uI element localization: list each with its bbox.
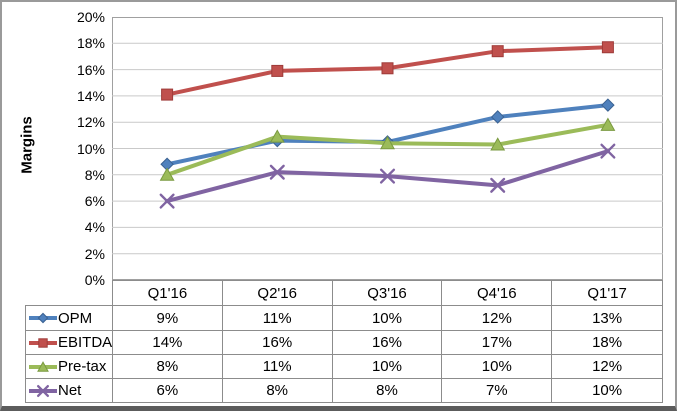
y-axis-tick-label: 20% bbox=[76, 9, 105, 25]
series-net bbox=[159, 143, 616, 209]
table-cell: 8% bbox=[332, 378, 443, 402]
table-cell: 8% bbox=[113, 354, 223, 378]
data-table-body: OPM 9% 11% 10% 12% 13% EBITDA 14% 16% 16% 17% 18% Pr… bbox=[25, 305, 663, 403]
series-pre-tax-marker-triangle bbox=[159, 167, 175, 181]
series-ebitda-marker-square bbox=[161, 88, 174, 101]
series-ebitda bbox=[161, 41, 614, 101]
legend-marker-triangle bbox=[37, 360, 49, 372]
table-cell: 10% bbox=[332, 354, 443, 378]
y-axis-tick-label: 12% bbox=[76, 114, 105, 131]
series-net-marker-x bbox=[490, 177, 506, 193]
legend-marker-square bbox=[38, 337, 48, 348]
legend-marker-x bbox=[36, 384, 50, 397]
y-axis-tick-label: 18% bbox=[76, 35, 105, 52]
series-net-marker-x bbox=[269, 164, 285, 180]
table-header-cell: Q1'17 bbox=[587, 284, 627, 302]
legend-label: Pre-tax bbox=[58, 358, 107, 375]
series-pre-tax bbox=[159, 117, 616, 181]
legend-item-opm: OPM bbox=[26, 306, 113, 330]
legend-label: Net bbox=[58, 382, 82, 399]
series-net-marker-x bbox=[159, 193, 175, 209]
table-header-cell: Q3'16 bbox=[333, 281, 443, 305]
table-cell: 13% bbox=[592, 309, 623, 327]
series-ebitda-marker-square bbox=[381, 62, 394, 75]
series-net-marker-x bbox=[379, 168, 396, 184]
table-cell: 16% bbox=[332, 330, 443, 354]
table-cell: 14% bbox=[113, 330, 223, 354]
legend-item-ebitda: EBITDA bbox=[26, 330, 113, 354]
y-axis-title: Margins bbox=[18, 116, 36, 174]
legend-key-diamond-icon bbox=[29, 312, 57, 324]
table-cell: 12% bbox=[552, 354, 662, 378]
y-axis-tick-label: 2% bbox=[84, 245, 105, 262]
legend-label: OPM bbox=[58, 309, 93, 327]
table-cell: 12% bbox=[442, 306, 553, 330]
table-cell: 11% bbox=[222, 354, 333, 378]
series-opm-marker-diamond bbox=[601, 98, 615, 112]
y-axis-tick-label: 10% bbox=[76, 140, 105, 157]
series-net-marker-x bbox=[600, 143, 616, 159]
table-cell: 6% bbox=[113, 378, 223, 402]
series-opm-marker-diamond bbox=[490, 110, 505, 124]
series-pre-tax-marker-triangle bbox=[490, 137, 506, 151]
table-cell: 18% bbox=[552, 330, 662, 354]
table-cell: 8% bbox=[222, 378, 333, 402]
y-axis-tick-label: 0% bbox=[84, 272, 105, 288]
y-axis-tick-label: 6% bbox=[84, 193, 105, 210]
series-pre-tax-marker-triangle bbox=[269, 129, 285, 143]
plot-area bbox=[112, 17, 663, 280]
table-header-cell: Q2'16 bbox=[223, 281, 333, 305]
table-cell: 10% bbox=[442, 354, 553, 378]
table-cell: 16% bbox=[222, 330, 333, 354]
y-axis-tick-label: 8% bbox=[84, 166, 105, 183]
table-header-cell: Q4'16 bbox=[442, 281, 553, 305]
legend-label: EBITDA bbox=[58, 334, 113, 351]
legend-marker-diamond bbox=[37, 312, 49, 324]
legend-key-x-icon bbox=[29, 384, 57, 397]
series-ebitda-marker-square bbox=[491, 45, 504, 58]
table-cell: 10% bbox=[552, 378, 662, 402]
series-pre-tax-marker-triangle bbox=[600, 117, 616, 131]
series-pre-tax-marker-triangle bbox=[380, 135, 395, 150]
legend-item-net: Net bbox=[26, 378, 113, 402]
series-ebitda-marker-square bbox=[601, 41, 614, 54]
table-cell: 7% bbox=[442, 378, 553, 402]
legend-key-triangle-icon bbox=[29, 360, 57, 372]
table-cell: 10% bbox=[333, 306, 443, 330]
legend-item-pre-tax: Pre-tax bbox=[26, 354, 113, 378]
legend-key-square-icon bbox=[29, 337, 57, 348]
y-axis-tick-label: 14% bbox=[76, 87, 105, 104]
y-axis-tick-label: 4% bbox=[84, 219, 105, 236]
table-cell: 9% bbox=[113, 306, 223, 330]
series-ebitda-marker-square bbox=[271, 64, 284, 77]
data-table-header-row: Q1'16 Q2'16 Q3'16 Q4'16 Q1'17 bbox=[112, 280, 663, 305]
table-cell: 11% bbox=[223, 306, 333, 330]
y-axis-tick-label: 16% bbox=[76, 61, 105, 78]
table-cell: 17% bbox=[442, 330, 553, 354]
table-header-cell: Q1'16 bbox=[113, 281, 223, 305]
